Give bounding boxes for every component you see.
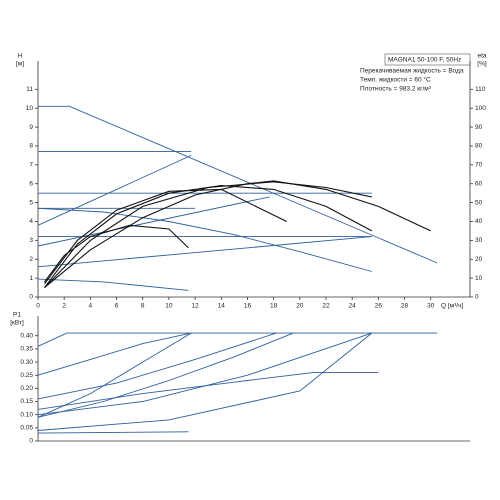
curve: [37, 278, 189, 291]
x-tick-label: 24: [349, 303, 357, 310]
y-tick-label: 3: [29, 237, 33, 244]
x-tick-label: 8: [141, 303, 145, 310]
info-line: Плотность = 983.2 кг/м³: [360, 86, 432, 93]
curve: [37, 196, 270, 247]
y-tick-label: 10: [26, 105, 34, 112]
y2-unit: [%]: [477, 61, 487, 68]
curve: [37, 236, 372, 268]
curve: [37, 372, 379, 410]
x-tick-label: 20: [296, 303, 304, 310]
curve: [37, 431, 189, 434]
y-tick-label: 5: [29, 199, 33, 206]
y-tick-label: 0.20: [20, 385, 33, 392]
y-tick-label: 7: [29, 162, 33, 169]
curve: [37, 207, 372, 272]
y2-tick-label: 50: [475, 199, 483, 206]
curve: [44, 188, 287, 285]
info-line: Темп. жидкости = 60 °C: [360, 76, 431, 84]
y2-tick-label: 110: [475, 86, 486, 93]
x-tick-label: 18: [270, 303, 278, 310]
y-tick-label: 8: [29, 143, 33, 150]
y2-tick-label: 20: [475, 256, 483, 263]
x-label: Q [м³/ч]: [441, 303, 463, 310]
x-tick-label: 2: [62, 303, 66, 310]
curve: [37, 332, 277, 400]
y-tick-label: 0.40: [20, 332, 33, 339]
y-tick-label: 0.25: [20, 372, 33, 379]
y2-tick-label: 70: [475, 162, 483, 169]
x-tick-label: 16: [244, 303, 252, 310]
y-tick-label: 0: [29, 294, 33, 301]
y2-tick-label: 100: [475, 105, 486, 112]
info-box: [384, 53, 471, 66]
y-tick-label: 0: [29, 438, 33, 445]
y2-tick-label: 40: [475, 218, 483, 225]
y-tick-label: 0.05: [20, 425, 33, 432]
info-line: Перекачиваемая жидкость = Вода: [360, 68, 464, 75]
curve: [37, 332, 373, 431]
y-tick-label: 0.15: [20, 398, 33, 405]
y-unit: [кВт]: [10, 320, 24, 327]
curve: [38, 105, 438, 264]
y2-tick-label: 10: [475, 275, 483, 282]
x-tick-label: 4: [89, 303, 93, 310]
y-tick-label: 2: [29, 256, 33, 263]
x-tick-label: 22: [322, 303, 330, 310]
y-tick-label: 9: [29, 124, 33, 131]
info-title: MAGNA1 50-100 F, 50Hz: [388, 57, 461, 64]
x-tick-label: 6: [115, 303, 119, 310]
y2-tick-label: 80: [475, 143, 483, 150]
y-tick-label: 6: [29, 180, 33, 187]
curve: [37, 332, 294, 418]
y2-label: eta: [477, 53, 486, 60]
y-label: H: [18, 53, 23, 60]
x-tick-label: 28: [401, 303, 409, 310]
y-tick-label: 1: [29, 275, 33, 282]
y-label: P1: [13, 312, 21, 319]
y-tick-label: 0.35: [20, 346, 33, 353]
y2-tick-label: 30: [475, 237, 483, 244]
y-tick-label: 0.30: [20, 359, 33, 366]
y2-tick-label: 60: [475, 180, 483, 187]
y-tick-label: 4: [29, 218, 33, 225]
curve: [44, 224, 189, 283]
y-tick-label: 11: [26, 86, 33, 93]
x-tick-label: 0: [36, 303, 40, 310]
x-tick-label: 26: [375, 303, 383, 310]
curve: [37, 332, 192, 376]
y-unit: [м]: [16, 61, 24, 68]
curve: [37, 154, 192, 226]
curve: [44, 185, 373, 288]
curve: [44, 181, 372, 288]
y2-tick-label: 0: [475, 294, 479, 301]
x-tick-label: 10: [165, 303, 173, 310]
y-tick-label: 0.10: [20, 411, 33, 418]
x-tick-label: 30: [427, 303, 435, 310]
curve: [37, 332, 372, 416]
x-tick-label: 14: [218, 303, 226, 310]
x-tick-label: 12: [191, 303, 199, 310]
y2-tick-label: 90: [475, 124, 483, 131]
curve: [37, 332, 438, 347]
